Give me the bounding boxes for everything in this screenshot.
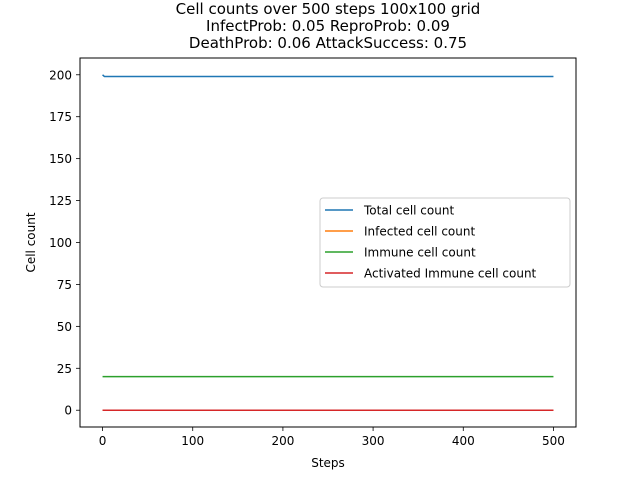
y-tick-label: 175 — [49, 110, 72, 124]
y-tick-label: 200 — [49, 68, 72, 82]
x-tick-label: 300 — [362, 434, 385, 448]
y-axis-label: Cell count — [24, 212, 38, 272]
legend-label-2: Immune cell count — [364, 246, 476, 260]
y-tick-label: 25 — [57, 362, 72, 376]
y-tick-label: 0 — [64, 404, 72, 418]
legend: Total cell count Infected cell count Immun… — [319, 197, 571, 288]
y-tick-label: 75 — [57, 278, 72, 292]
x-axis-label: Steps — [311, 456, 345, 470]
y-axis-ticks: 0 25 50 75 100 125 150 175 200 — [49, 68, 80, 418]
x-tick-label: 500 — [542, 434, 565, 448]
y-tick-label: 150 — [49, 152, 72, 166]
chart-title: Cell counts over 500 steps 100x100 grid … — [176, 0, 481, 52]
series-line-0 — [102, 74, 554, 78]
legend-box — [319, 197, 571, 288]
legend-label-3: Activated Immune cell count — [364, 267, 537, 281]
legend-label-1: Infected cell count — [364, 225, 475, 239]
legend-label-0: Total cell count — [363, 204, 454, 218]
series-layer — [102, 74, 554, 411]
chart-title-line-1: Cell counts over 500 steps 100x100 grid — [176, 0, 481, 18]
y-tick-label: 100 — [49, 236, 72, 250]
y-tick-label: 125 — [49, 194, 72, 208]
x-tick-label: 100 — [181, 434, 204, 448]
chart-title-line-3: DeathProb: 0.06 AttackSuccess: 0.75 — [189, 34, 467, 52]
x-tick-label: 0 — [99, 434, 107, 448]
x-tick-label: 400 — [452, 434, 475, 448]
chart-title-line-2: InfectProb: 0.05 ReproProb: 0.09 — [206, 17, 450, 35]
y-tick-label: 50 — [57, 320, 72, 334]
x-axis-ticks: 0 100 200 300 400 500 — [99, 427, 565, 448]
x-tick-label: 200 — [271, 434, 294, 448]
